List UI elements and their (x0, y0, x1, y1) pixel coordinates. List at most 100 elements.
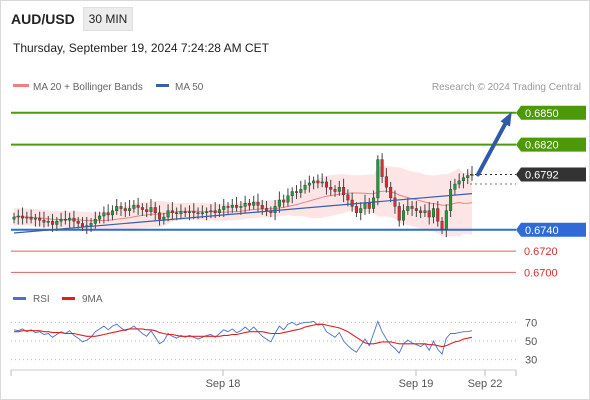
candle-body (222, 206, 226, 210)
ma50-line (13, 193, 473, 234)
candle-body (136, 205, 140, 208)
candle-body (393, 197, 397, 207)
level-tag-0.6792 (516, 167, 586, 182)
candle-body (33, 217, 37, 220)
candle-body (115, 206, 119, 211)
ma50-legend-swatch (156, 84, 169, 87)
candle-body (265, 208, 269, 211)
candle-body (247, 203, 251, 206)
candle-body (342, 187, 346, 195)
bollinger-band-fill (14, 165, 472, 237)
watermark: Research © 2024 Trading Central (432, 82, 581, 93)
level-label-0.6700: 0.6700 (524, 267, 558, 279)
candle-body (440, 221, 444, 231)
time-axis-ticks (10, 370, 517, 376)
rsi-tick-70: 70 (525, 317, 537, 329)
candle-body (372, 197, 376, 209)
candle-body (217, 209, 221, 213)
candle-body (329, 187, 333, 190)
candle-body (277, 199, 281, 207)
rsi-lines (13, 320, 473, 356)
candle-body (110, 210, 114, 216)
candle-body (98, 215, 102, 220)
candle-body (128, 208, 132, 211)
candle-body (466, 175, 470, 178)
price-levels (11, 111, 516, 273)
candle-body (209, 210, 213, 212)
candle-body (226, 206, 230, 208)
moving-averages (13, 193, 473, 234)
candle-body (106, 212, 110, 216)
bollinger-band (13, 165, 473, 237)
candle-body (76, 221, 80, 224)
candle-body (29, 216, 33, 220)
candle-body (299, 189, 303, 193)
level-tag-0.6850 (516, 105, 586, 120)
candle-body (213, 210, 217, 213)
candle-body (132, 205, 136, 209)
candle-body (38, 217, 42, 221)
candle-body (252, 201, 256, 206)
candle-body (410, 206, 414, 209)
candle-body (68, 217, 72, 221)
candle-body (346, 194, 350, 201)
candle-body (149, 207, 153, 212)
x-label-sep19: Sep 19 (399, 378, 434, 390)
candle-body (461, 177, 465, 182)
candle-body (350, 199, 354, 207)
projection-arrow-shaft (476, 116, 510, 177)
level-tag-0.6740 (516, 222, 586, 237)
candle-body (384, 176, 388, 188)
level-label-0.6720: 0.6720 (524, 246, 558, 258)
timestamp-label: Thursday, September 19, 2024 7:24:28 AM … (13, 41, 269, 55)
ma50-legend-label: MA 50 (175, 82, 204, 93)
rsi-legend-swatch (13, 297, 26, 300)
candle-body (187, 211, 192, 213)
candle-body (320, 181, 324, 184)
candle-body (145, 209, 149, 212)
candle-body (93, 218, 97, 224)
rsi-tick-30: 30 (525, 355, 537, 367)
candle-body (119, 206, 123, 209)
level-labels: 0.6850 0.6820 0.6792 0.6740 0.6720 0.6700 (516, 105, 586, 279)
rsi-tick-50: 50 (525, 336, 537, 348)
candle-body (256, 201, 260, 206)
candle-body (183, 211, 187, 213)
candle-body (162, 216, 166, 220)
candle-body (307, 182, 311, 186)
candle-body (354, 206, 358, 213)
bollinger-legend-swatch (13, 84, 29, 87)
candle-body (273, 206, 277, 213)
rsi-series-line (13, 320, 473, 356)
candle-body (380, 159, 384, 177)
candle-body (243, 203, 247, 207)
candle-body (376, 159, 380, 199)
x-label-sep22: Sep 22 (468, 378, 503, 390)
candle-body (205, 211, 209, 213)
candle-body (102, 212, 106, 217)
candle-body (286, 195, 290, 203)
candle-body (423, 210, 427, 213)
candle-body (239, 206, 243, 208)
timeframe-button[interactable]: 30 MIN (83, 7, 133, 31)
rsi-ma-legend-swatch (62, 297, 75, 300)
candle-body (59, 218, 63, 222)
candle-body (406, 206, 410, 211)
candle-body (42, 220, 46, 223)
candle-body (312, 180, 316, 184)
candle-body (367, 203, 371, 209)
level-label-0.6850: 0.6850 (525, 108, 559, 120)
candle-body (170, 210, 174, 213)
candle-body (63, 218, 67, 221)
candle-body (359, 208, 363, 213)
rsi-ma-legend-label: 9MA (82, 294, 103, 305)
candle-body (179, 211, 183, 215)
candle-body (444, 210, 448, 231)
candle-body (55, 221, 59, 225)
candle-body (431, 208, 435, 218)
x-label-sep18: Sep 18 (206, 378, 241, 390)
candle-body (414, 208, 418, 211)
symbol-title: AUD/USD (11, 11, 75, 27)
candle-body (21, 215, 25, 219)
